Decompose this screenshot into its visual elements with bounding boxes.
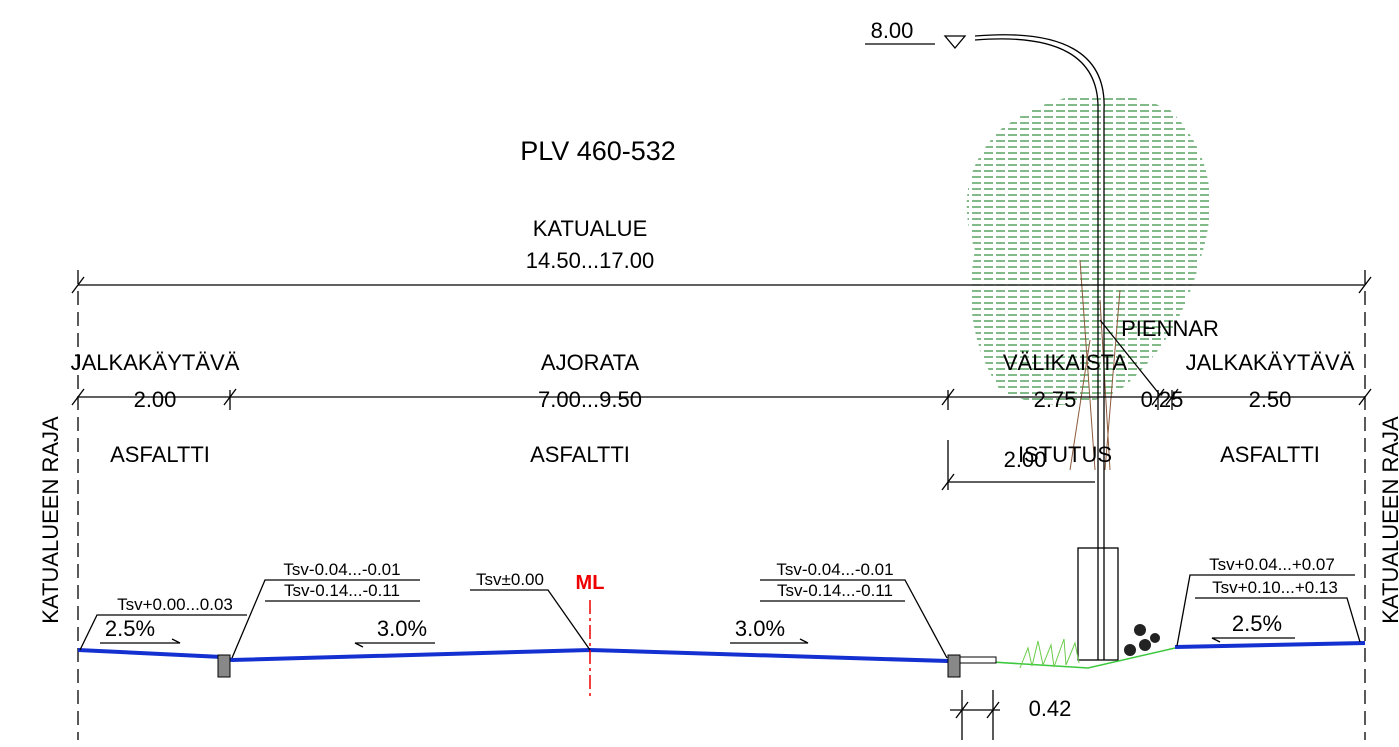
section-name: AJORATA — [541, 350, 640, 375]
level-label: Tsv-0.04...-0.01 — [776, 560, 893, 579]
section-width: 2.50 — [1249, 387, 1292, 412]
slope-arrows — [100, 637, 1295, 648]
gutter-width: 0.42 — [1029, 696, 1072, 721]
section-surface: ASFALTTI — [1220, 442, 1320, 467]
section-name: JALKAKÄYTÄVÄ — [71, 350, 240, 375]
overall-width: 14.50...17.00 — [526, 248, 654, 273]
planting-ground — [959, 647, 1176, 669]
section-width: 0.25 — [1141, 387, 1184, 412]
lamp-post — [974, 34, 1105, 660]
shrubs — [1019, 624, 1160, 669]
centerline-label: ML — [576, 572, 605, 594]
section-surface: ASFALTTI — [110, 442, 210, 467]
gutter — [959, 656, 997, 664]
section-width: 2.00 — [134, 387, 177, 412]
road-surface — [1174, 641, 1366, 649]
section-name: VÄLIKAISTA — [1003, 350, 1128, 375]
level-label: Tsv+0.04...+0.07 — [1209, 555, 1335, 574]
tree-offset: 2.00 — [1004, 447, 1047, 472]
level-label: Tsv-0.14...-0.11 — [777, 581, 893, 600]
level-label: Tsv-0.14...-0.11 — [284, 581, 400, 600]
level-label: Tsv-0.04...-0.01 — [283, 560, 400, 579]
boundary-label: KATUALUEEN RAJA — [1378, 416, 1399, 624]
slope-label: 2.5% — [105, 616, 155, 641]
level-label: Tsv±0.00 — [476, 570, 544, 589]
level-label: Tsv+0.00...0.03 — [117, 595, 233, 614]
elevation-symbol — [943, 35, 967, 50]
dimension-lines — [71, 276, 1372, 740]
boundary-label: KATUALUEEN RAJA — [38, 416, 63, 624]
level-label: Tsv+0.10...+0.13 — [1212, 578, 1338, 597]
curb — [217, 654, 231, 678]
road-surface — [77, 647, 949, 663]
overall-label: KATUALUE — [533, 216, 648, 241]
elevation: 8.00 — [871, 18, 914, 43]
level-leaders — [79, 574, 1361, 659]
section-name: PIENNAR — [1121, 316, 1219, 341]
curb — [947, 654, 961, 678]
slope-label: 3.0% — [377, 616, 427, 641]
section-width: 7.00...9.50 — [538, 387, 642, 412]
section-name: JALKAKÄYTÄVÄ — [1186, 350, 1355, 375]
tree — [966, 94, 1210, 661]
slope-label: 2.5% — [1232, 611, 1282, 636]
section-surface: ASFALTTI — [530, 442, 630, 467]
section-width: 2.75 — [1034, 387, 1077, 412]
section-surface: ISTUTUS — [1018, 442, 1112, 467]
slope-label: 3.0% — [735, 616, 785, 641]
title: PLV 460-532 — [520, 136, 676, 166]
